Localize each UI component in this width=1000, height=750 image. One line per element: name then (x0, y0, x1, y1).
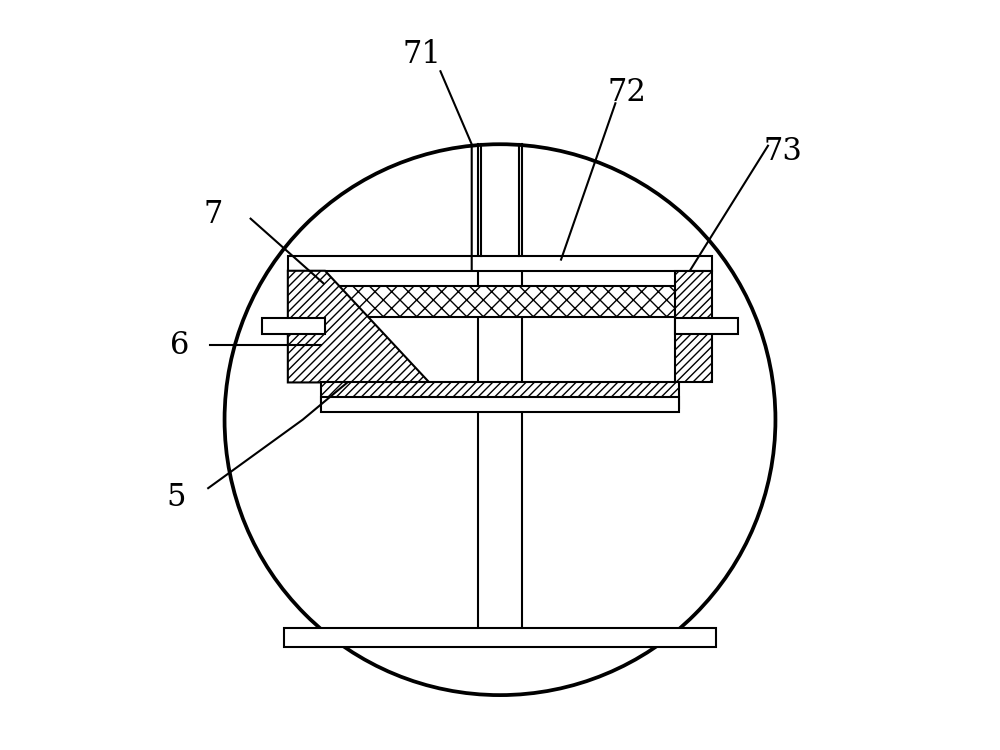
Bar (284, 628, 716, 646)
Text: 73: 73 (763, 136, 802, 167)
Text: 6: 6 (170, 330, 190, 361)
Text: 7: 7 (204, 200, 223, 230)
Bar (675, 318, 738, 334)
Text: 71: 71 (402, 40, 441, 70)
Bar (288, 256, 712, 271)
Polygon shape (288, 271, 429, 382)
Bar (321, 382, 679, 409)
Bar (321, 286, 679, 317)
Bar (675, 271, 712, 382)
Bar (262, 318, 325, 334)
Text: 5: 5 (166, 482, 186, 513)
Bar (321, 398, 679, 412)
Text: 72: 72 (607, 76, 646, 107)
